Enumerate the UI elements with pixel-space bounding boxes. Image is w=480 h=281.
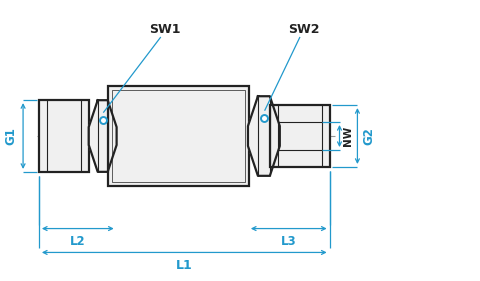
Text: SW1: SW1 bbox=[149, 23, 180, 36]
Text: L2: L2 bbox=[70, 235, 85, 248]
Text: G2: G2 bbox=[363, 127, 376, 145]
Text: G1: G1 bbox=[5, 127, 18, 145]
Bar bbox=[39, 100, 89, 172]
Polygon shape bbox=[248, 96, 280, 176]
Text: SW2: SW2 bbox=[288, 23, 319, 36]
Polygon shape bbox=[89, 100, 117, 172]
Text: L1: L1 bbox=[176, 259, 192, 272]
Text: NW: NW bbox=[344, 126, 353, 146]
Bar bbox=[108, 86, 249, 186]
Bar bbox=[112, 90, 245, 182]
Bar bbox=[270, 105, 330, 167]
Text: L3: L3 bbox=[281, 235, 297, 248]
